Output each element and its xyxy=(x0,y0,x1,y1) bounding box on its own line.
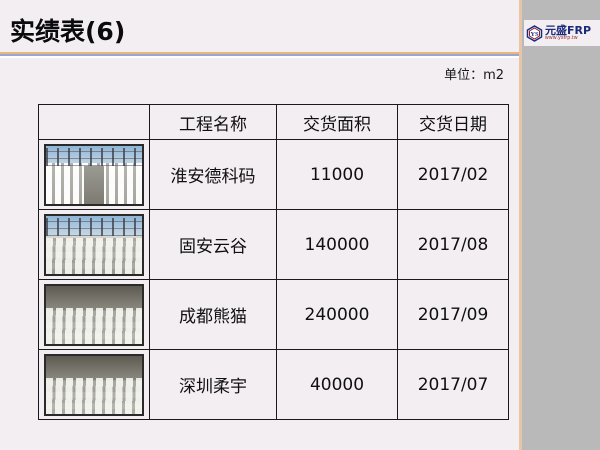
page-title: 实绩表(6) xyxy=(10,17,126,46)
cell-delivery-date: 2017/09 xyxy=(397,279,509,350)
cell-project-name: 固安云谷 xyxy=(149,209,277,280)
row-photo-cell xyxy=(38,349,150,420)
cell-project-name: 深圳柔宇 xyxy=(149,349,277,420)
cell-project-name: 淮安德科码 xyxy=(149,139,277,210)
row-photo-cell xyxy=(38,279,150,350)
results-table: 工程名称 交货面积 交货日期 淮安德科码 11000 2017/02 xyxy=(38,104,509,420)
svg-text:YS: YS xyxy=(530,31,539,38)
right-panel: Yuan Sheng FiberGlass CO.,LTD NO.68,Ming… xyxy=(522,0,600,450)
cell-delivery-date: 2017/02 xyxy=(397,139,509,210)
logo-text: 元盛FRP www.ysfrp.tw xyxy=(545,25,591,41)
table-row: 固安云谷 140000 2017/08 xyxy=(38,209,509,280)
cell-delivery-area: 11000 xyxy=(276,139,398,210)
logo-url-text: www.ysfrp.tw xyxy=(545,35,578,41)
cell-delivery-area: 240000 xyxy=(276,279,398,350)
column-header-delivery-area: 交货面积 xyxy=(276,104,398,140)
column-header-project-name: 工程名称 xyxy=(149,104,277,140)
cell-delivery-date: 2017/07 xyxy=(397,349,509,420)
row-photo-cell xyxy=(38,209,150,280)
unit-note: 单位：m2 xyxy=(444,68,504,83)
row-photo-cell xyxy=(38,139,150,210)
cell-delivery-area: 140000 xyxy=(276,209,398,280)
frp-units-dense-rows-photo xyxy=(44,353,144,416)
cell-delivery-date: 2017/08 xyxy=(397,209,509,280)
title-divider-blue xyxy=(0,54,520,56)
frp-units-field-cranes-photo xyxy=(44,213,144,276)
title-bar: 实绩表(6) xyxy=(0,0,522,58)
frp-units-rows-indoor-photo xyxy=(44,283,144,346)
title-divider-white xyxy=(0,56,520,58)
column-header-photo xyxy=(38,104,150,140)
logo-brand-text: 元盛FRP xyxy=(545,24,592,37)
title-divider-orange xyxy=(0,52,520,54)
construction-site-white-frp-units-photo xyxy=(44,143,144,206)
panel-edge-divider xyxy=(519,0,522,450)
cell-project-name: 成都熊猫 xyxy=(149,279,277,350)
ys-hexagon-icon: YS xyxy=(526,24,543,42)
company-logo: YS 元盛FRP www.ysfrp.tw xyxy=(524,20,600,46)
table-header-row: 工程名称 交货面积 交货日期 xyxy=(38,104,509,140)
column-header-delivery-date: 交货日期 xyxy=(397,104,509,140)
cell-delivery-area: 40000 xyxy=(276,349,398,420)
table-row: 深圳柔宇 40000 2017/07 xyxy=(38,349,509,420)
table-row: 淮安德科码 11000 2017/02 xyxy=(38,139,509,210)
table-row: 成都熊猫 240000 2017/09 xyxy=(38,279,509,350)
